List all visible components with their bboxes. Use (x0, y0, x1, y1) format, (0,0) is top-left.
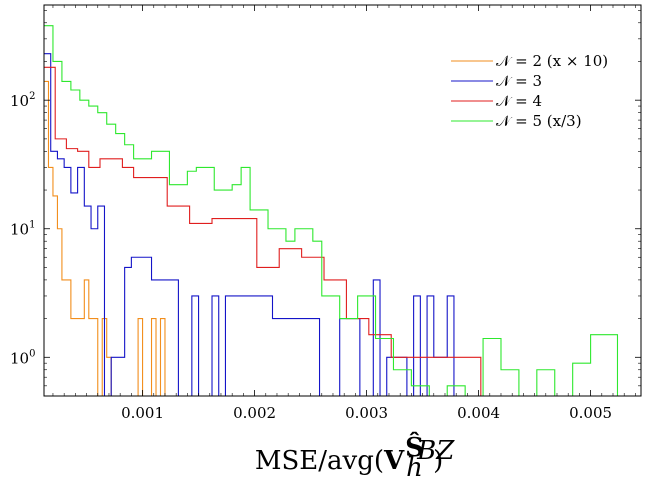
series-line-2 (44, 53, 455, 396)
legend: 𝒩 = 2 (x × 10) 𝒩 = 3 𝒩 = 4 𝒩 = 5 (x/3) (451, 52, 608, 130)
x-axis-label-close: ) (433, 446, 443, 476)
plot-frame (43, 4, 642, 397)
x-tick-label-2: 0.002 (233, 404, 276, 422)
x-axis-label-superscript-subscript: BZ (416, 436, 455, 466)
y-tick-label-3: 102 (10, 91, 35, 110)
x-axis-label-subscript: h (406, 453, 423, 483)
x-tick-label-4: 0.004 (457, 404, 500, 422)
x-tick-label-5: 0.005 (569, 404, 612, 422)
series-line-3 (44, 66, 482, 396)
series-line-4 (44, 25, 619, 396)
x-axis-label: MSE/avg(V Ŝ BZ h ) (255, 431, 455, 483)
y-tick-label-2: 101 (10, 220, 35, 239)
x-tick-label-1: 0.001 (121, 404, 164, 422)
x-tick-label-3: 0.003 (345, 404, 388, 422)
legend-label-2: 𝒩 = 3 (496, 72, 542, 90)
legend-label-1: 𝒩 = 2 (x × 10) (496, 52, 608, 70)
series-line-1 (44, 80, 166, 396)
x-axis-label-bold: V (383, 446, 405, 476)
svg-text:MSE/avg(V: MSE/avg(V (255, 446, 405, 476)
legend-label-4: 𝒩 = 5 (x/3) (496, 112, 582, 130)
ticks-layer: 0.001 0.002 0.003 0.004 0.005 100 101 102 (10, 5, 641, 422)
y-tick-label-1: 100 (10, 348, 35, 367)
x-axis-label-superscript: Ŝ (405, 431, 424, 463)
series-layer (44, 25, 619, 396)
x-axis-label-base: MSE/avg( (255, 446, 384, 476)
legend-label-3: 𝒩 = 4 (496, 92, 542, 110)
